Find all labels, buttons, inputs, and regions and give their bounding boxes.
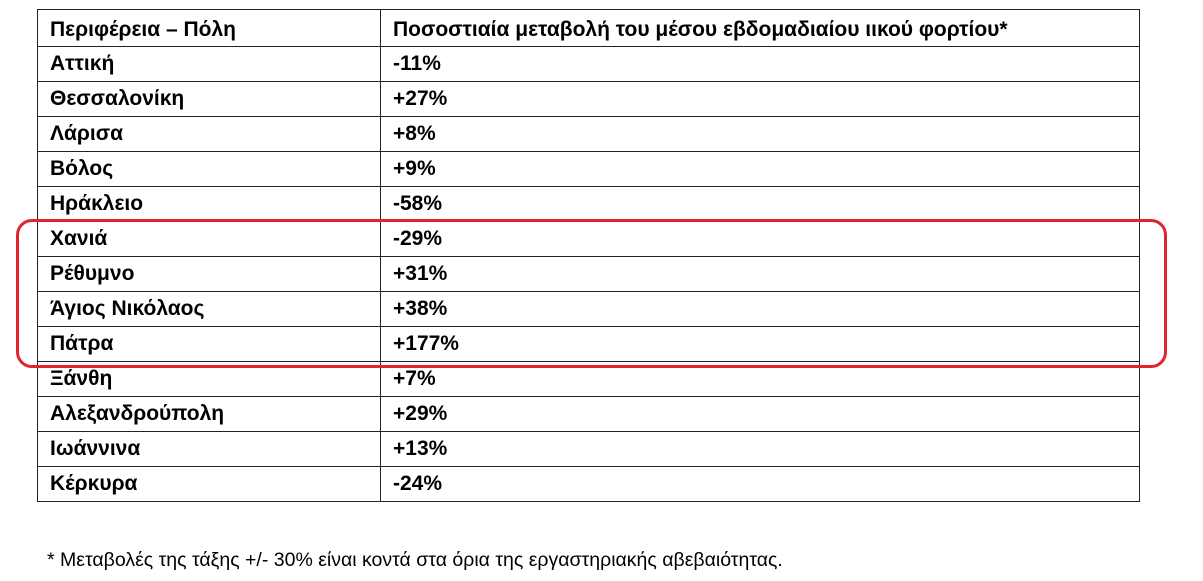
city-cell: Θεσσαλονίκη (37, 81, 381, 117)
change-cell: +29% (380, 396, 1140, 432)
table-row: Ιωάννινα +13% (37, 431, 1140, 467)
table-row: Αττική -11% (37, 46, 1140, 82)
table-row: Λάρισα +8% (37, 116, 1140, 152)
header-percent-change: Ποσοστιαία μεταβολή του μέσου εβδομαδιαί… (380, 9, 1140, 47)
viral-load-table: Περιφέρεια – Πόλη Ποσοστιαία μεταβολή το… (37, 9, 1140, 502)
change-cell: +27% (380, 81, 1140, 117)
city-cell: Λάρισα (37, 116, 381, 152)
city-cell: Ρέθυμνο (37, 256, 381, 292)
table-row: Άγιος Νικόλαος +38% (37, 291, 1140, 327)
table-row: Θεσσαλονίκη +27% (37, 81, 1140, 117)
table-row: Χανιά -29% (37, 221, 1140, 257)
table-row: Ξάνθη +7% (37, 361, 1140, 397)
change-cell: -11% (380, 46, 1140, 82)
table-row: Ρέθυμνο +31% (37, 256, 1140, 292)
city-cell: Κέρκυρα (37, 466, 381, 502)
table-row: Ηράκλειο -58% (37, 186, 1140, 222)
city-cell: Άγιος Νικόλαος (37, 291, 381, 327)
change-cell: +8% (380, 116, 1140, 152)
table-row: Αλεξανδρούπολη +29% (37, 396, 1140, 432)
city-cell: Χανιά (37, 221, 381, 257)
footnote: * Μεταβολές της τάξης +/- 30% είναι κοντ… (47, 549, 783, 571)
table-header-row: Περιφέρεια – Πόλη Ποσοστιαία μεταβολή το… (37, 9, 1140, 47)
change-cell: -24% (380, 466, 1140, 502)
change-cell: +31% (380, 256, 1140, 292)
city-cell: Βόλος (37, 151, 381, 187)
city-cell: Αλεξανδρούπολη (37, 396, 381, 432)
table-row: Βόλος +9% (37, 151, 1140, 187)
table-row: Κέρκυρα -24% (37, 466, 1140, 502)
change-cell: +9% (380, 151, 1140, 187)
city-cell: Ηράκλειο (37, 186, 381, 222)
city-cell: Πάτρα (37, 326, 381, 362)
data-table-container: Περιφέρεια – Πόλη Ποσοστιαία μεταβολή το… (37, 9, 1140, 502)
change-cell: -29% (380, 221, 1140, 257)
table-row: Πάτρα +177% (37, 326, 1140, 362)
city-cell: Αττική (37, 46, 381, 82)
city-cell: Ιωάννινα (37, 431, 381, 467)
city-cell: Ξάνθη (37, 361, 381, 397)
change-cell: -58% (380, 186, 1140, 222)
header-region-city: Περιφέρεια – Πόλη (37, 9, 381, 47)
change-cell: +13% (380, 431, 1140, 467)
change-cell: +177% (380, 326, 1140, 362)
change-cell: +7% (380, 361, 1140, 397)
change-cell: +38% (380, 291, 1140, 327)
